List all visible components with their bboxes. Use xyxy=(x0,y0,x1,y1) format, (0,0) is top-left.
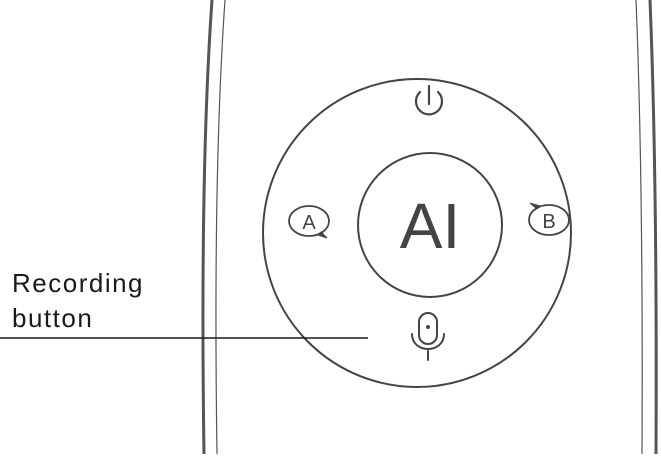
recording-callout-label-line1: Recording xyxy=(12,268,145,298)
microphone-icon xyxy=(411,312,445,361)
b-button[interactable]: B xyxy=(528,202,570,236)
remote-body-right-edge xyxy=(635,0,658,455)
a-button-label: A xyxy=(302,212,316,234)
power-icon xyxy=(414,84,444,116)
a-key-bubble-icon xyxy=(288,205,330,239)
ai-button[interactable]: AI xyxy=(357,152,503,298)
b-key-bubble-icon xyxy=(528,202,570,236)
a-button[interactable]: A xyxy=(288,205,330,239)
power-button[interactable] xyxy=(414,84,444,116)
ai-button-label: AI xyxy=(400,190,460,262)
recording-button[interactable] xyxy=(411,312,445,361)
b-button-label: B xyxy=(542,211,555,233)
remote-body-left-edge xyxy=(201,0,226,455)
recording-callout-label-line2: button xyxy=(12,303,94,333)
